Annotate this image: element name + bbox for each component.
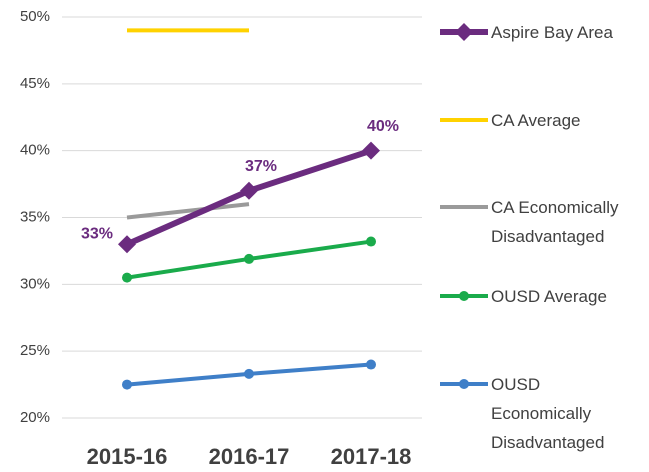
- data-label: 40%: [367, 118, 399, 135]
- point: [244, 368, 254, 379]
- point: [122, 272, 132, 283]
- data-label: 37%: [245, 158, 277, 175]
- x-tick-label: 2016-17: [209, 444, 290, 469]
- y-tick-label: 25%: [20, 342, 50, 359]
- y-tick-label: 50%: [20, 8, 50, 25]
- y-tick-label: 45%: [20, 75, 50, 92]
- legend-marker: [459, 291, 469, 301]
- legend-label: CA Economically Disadvantaged: [491, 198, 619, 246]
- legend-label: Aspire Bay Area: [491, 23, 613, 42]
- data-label: 33%: [81, 225, 113, 242]
- point: [118, 235, 136, 254]
- point: [240, 181, 258, 200]
- y-tick-label: 30%: [20, 275, 50, 292]
- x-tick-label: 2017-18: [331, 444, 412, 469]
- point: [366, 359, 376, 370]
- y-tick-label: 35%: [20, 208, 50, 225]
- series-line: [126, 202, 250, 220]
- legend-label: OUSD Economically Disadvantaged: [491, 375, 605, 452]
- y-tick-label: 20%: [20, 409, 50, 426]
- point: [366, 236, 376, 247]
- legend-label: CA Average: [491, 111, 581, 130]
- point: [122, 379, 132, 390]
- legend-marker: [455, 23, 473, 41]
- point: [362, 141, 380, 160]
- y-tick-label: 40%: [20, 142, 50, 159]
- legend-label: OUSD Average: [491, 287, 607, 306]
- x-tick-label: 2015-16: [87, 444, 168, 469]
- point: [244, 253, 254, 264]
- legend-marker: [459, 379, 469, 389]
